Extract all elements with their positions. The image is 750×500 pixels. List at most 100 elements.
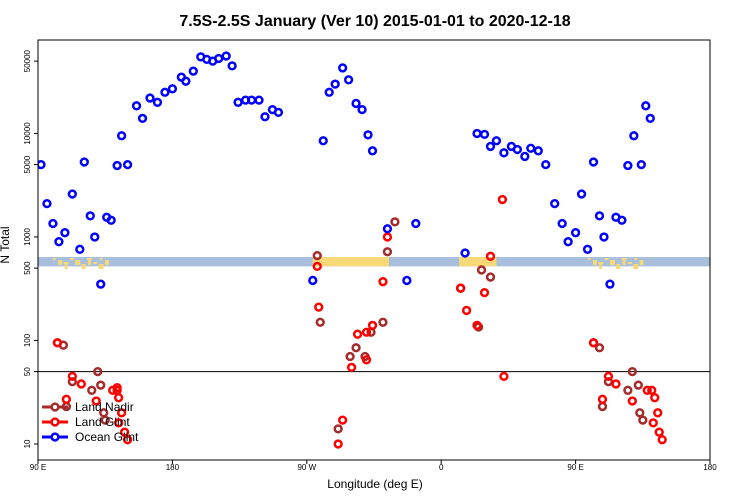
- point-land-glint: [367, 320, 378, 330]
- y-tick-label: 500: [23, 261, 32, 275]
- point-land-nadir: [627, 366, 637, 377]
- point-land-nadir: [345, 351, 355, 362]
- point-land-glint: [91, 396, 101, 406]
- point-ocean-glint: [550, 198, 560, 209]
- point-ocean-glint: [214, 53, 224, 64]
- plot-frame: [37, 39, 711, 461]
- map-strip-island: [639, 260, 644, 266]
- point-ocean-glint: [645, 113, 655, 123]
- point-ocean-glint: [131, 101, 142, 111]
- y-axis-ticks: 10 50 100 500 1000 5000 10000 50000: [23, 49, 38, 448]
- map-strip-island: [58, 260, 63, 266]
- point-ocean-glint: [318, 136, 328, 146]
- point-ocean-glint: [246, 95, 257, 105]
- point-land-glint: [588, 338, 599, 348]
- point-ocean-glint: [617, 215, 627, 225]
- y-tick-label: 1000: [23, 228, 32, 246]
- point-ocean-glint: [541, 159, 551, 170]
- point-ocean-glint: [472, 128, 482, 139]
- point-land-nadir: [382, 247, 393, 257]
- x-tick-label: 0: [439, 463, 444, 472]
- legend-marker-land-nadir: [50, 402, 60, 412]
- y-tick-label: 50: [23, 367, 32, 376]
- point-ocean-glint: [363, 130, 373, 140]
- point-land-nadir: [96, 380, 106, 390]
- point-land-glint: [642, 385, 652, 395]
- point-ocean-glint: [402, 275, 412, 286]
- point-land-glint: [76, 379, 86, 389]
- point-land-glint: [472, 320, 482, 330]
- chart-title: 7.5S-2.5S January (Ver 10) 2015-01-01 to…: [179, 13, 570, 30]
- point-land-nadir: [594, 343, 605, 353]
- point-ocean-glint: [254, 95, 264, 105]
- point-land-glint: [346, 362, 357, 372]
- point-land-glint: [113, 418, 124, 428]
- y-tick-label: 5000: [23, 155, 32, 173]
- point-land-glint: [361, 327, 372, 337]
- point-ocean-glint: [181, 76, 191, 86]
- point-land-nadir: [333, 424, 343, 434]
- point-ocean-glint: [605, 279, 615, 289]
- point-ocean-glint: [520, 151, 530, 162]
- point-ocean-glint: [233, 97, 243, 107]
- point-land-nadir: [87, 385, 97, 395]
- map-strip-island: [610, 262, 614, 265]
- point-land-glint: [333, 439, 343, 449]
- point-ocean-glint: [479, 129, 490, 140]
- point-land-glint: [67, 371, 77, 382]
- point-ocean-glint: [308, 275, 318, 286]
- point-land-glint: [312, 261, 322, 272]
- point-land-nadir: [603, 377, 614, 387]
- point-ocean-glint: [491, 136, 502, 146]
- point-ocean-glint: [160, 87, 170, 97]
- x-tick-label: 180: [166, 463, 180, 472]
- point-land-glint: [122, 435, 133, 445]
- point-ocean-glint: [67, 189, 77, 199]
- point-ocean-glint: [512, 144, 523, 155]
- point-ocean-glint: [599, 232, 609, 242]
- map-strip-island: [598, 262, 604, 265]
- point-ocean-glint: [367, 146, 378, 156]
- point-land-glint: [113, 393, 124, 403]
- point-land-glint: [61, 394, 72, 404]
- map-strip-island: [592, 260, 597, 266]
- map-strip-island: [104, 260, 109, 266]
- data-points: [38, 51, 667, 449]
- map-strip-island: [627, 262, 632, 265]
- point-land-glint: [627, 396, 637, 406]
- x-tick-label: 90 E: [567, 463, 583, 472]
- point-land-nadir: [312, 250, 322, 261]
- point-land-nadir: [623, 385, 633, 395]
- point-ocean-glint: [588, 157, 599, 167]
- point-ocean-glint: [48, 218, 58, 229]
- point-ocean-glint: [90, 232, 100, 242]
- point-land-glint: [52, 338, 63, 348]
- map-strip-island: [86, 258, 92, 261]
- point-land-glint: [611, 379, 621, 389]
- point-land-glint: [119, 427, 130, 437]
- point-ocean-glint: [60, 228, 70, 238]
- point-ocean-glint: [623, 160, 633, 171]
- point-ocean-glint: [54, 237, 64, 247]
- y-axis-title: N Total: [0, 226, 12, 263]
- point-ocean-glint: [641, 101, 651, 111]
- point-ocean-glint: [557, 218, 567, 229]
- y-tick-label: 10: [23, 439, 32, 448]
- x-axis-ticks: 90 E 180 90 W 0 90 E 180: [30, 460, 717, 472]
- map-strip-island: [633, 264, 639, 270]
- x-tick-label: 180: [703, 463, 717, 472]
- map-strip-island: [64, 264, 68, 270]
- point-land-nadir: [351, 343, 361, 353]
- point-land-glint: [337, 415, 348, 425]
- map-strip-island: [604, 258, 609, 261]
- point-land-glint: [653, 408, 663, 418]
- point-ocean-glint: [563, 237, 573, 247]
- point-land-glint: [352, 329, 363, 339]
- point-land-glint: [647, 385, 657, 395]
- point-land-glint: [499, 371, 509, 382]
- point-land-glint: [479, 287, 490, 298]
- point-ocean-glint: [106, 215, 116, 225]
- point-land-glint: [112, 383, 122, 393]
- point-ocean-glint: [629, 131, 639, 141]
- point-land-glint: [654, 427, 664, 437]
